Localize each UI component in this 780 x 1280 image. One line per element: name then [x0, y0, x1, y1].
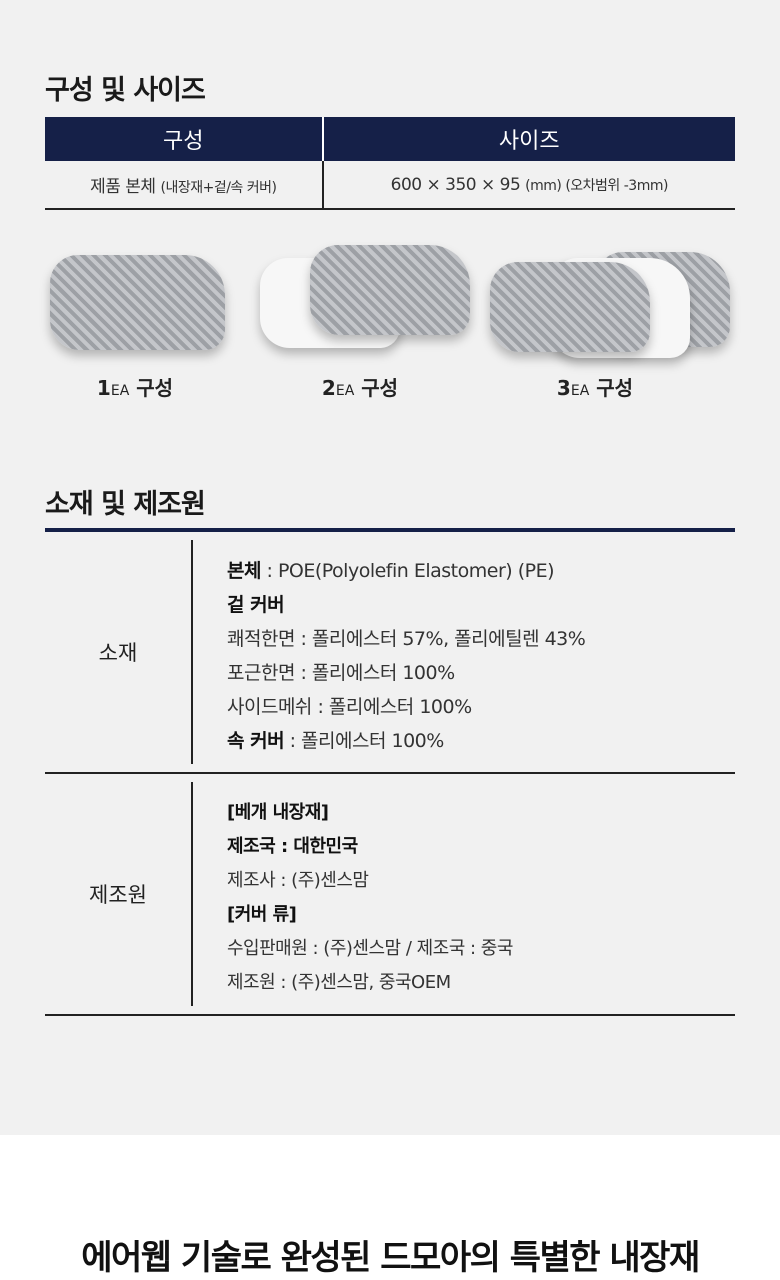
material-row: 소재 본체 : POE(Polyolefin Elastomer) (PE) 겉 … [45, 532, 735, 774]
set-3ea: 3EA 구성 [485, 240, 735, 400]
info-line: [베개 내장재] [227, 796, 513, 830]
header-composition: 구성 [45, 117, 323, 161]
info-line: 수입판매원 : (주)센스맘 / 제조국 : 중국 [227, 932, 513, 966]
material-label: 소재 [45, 540, 193, 764]
info-line: 포근한면 : 폴리에스터 100% [227, 656, 585, 690]
info-line: 속 커버 : 폴리에스터 100% [227, 724, 585, 758]
item-note: (내장재+겉/속 커버) [160, 180, 277, 196]
info-line: 제조국 : 대한민국 [227, 830, 513, 864]
set-num: 2 [321, 376, 336, 400]
set-num: 3 [556, 376, 571, 400]
info-line: 사이드메쉬 : 폴리에스터 100% [227, 690, 585, 724]
info-text: 수입판매원 : (주)센스맘 / 제조국 : 중국 [227, 938, 513, 959]
info-line: 쾌적한면 : 폴리에스터 57%, 폴리에틸렌 43% [227, 622, 586, 656]
slogan: 에어웹 기술로 완성된 드모아의 특별한 내장재 [81, 1238, 700, 1278]
info-text: 제조사 : (주)센스맘 [227, 870, 369, 891]
info-line: 본체 : POE(Polyolefin Elastomer) (PE) [227, 554, 585, 588]
header-size: 사이즈 [321, 117, 735, 161]
set-label: 구성 [361, 376, 399, 400]
info-line: 제조원 : (주)센스맘, 중국OEM [227, 966, 513, 1000]
set-unit: EA [110, 383, 130, 399]
size-cell: 600 × 350 × 95 (mm) (오차범위 -3mm) [321, 161, 735, 210]
maker-label: 제조원 [45, 782, 193, 1006]
pillow-image [490, 262, 650, 352]
pillow-image [310, 245, 470, 335]
info-bold: 겉 커버 [227, 594, 285, 616]
info-line: [커버 류] [227, 898, 513, 932]
set-1ea: 1EA 구성 [45, 240, 275, 400]
pillow-sets: 1EA 구성 2EA 구성 3EA 구성 [45, 240, 735, 400]
info-line: 겉 커버 [227, 588, 585, 622]
spec-section: 구성 및 사이즈 구성 사이즈 제품 본체 (내장재+겉/속 커버) 600 × … [0, 0, 780, 1135]
info-text: : 폴리에스터 100% [284, 730, 445, 752]
composition-title: 구성 및 사이즈 [45, 75, 206, 106]
size-table: 구성 사이즈 제품 본체 (내장재+겉/속 커버) 600 × 350 × 95 … [45, 117, 735, 210]
info-bold: 제조국 : 대한민국 [227, 836, 358, 857]
materials-title: 소재 및 제조원 [45, 489, 206, 520]
info-bold: [커버 류] [227, 904, 297, 925]
info-text: 사이드메쉬 : 폴리에스터 100% [227, 696, 472, 718]
size-note: (mm) (오차범위 -3mm) [525, 177, 668, 194]
set-unit: EA [335, 383, 355, 399]
set-label: 구성 [136, 376, 174, 400]
set-2ea: 2EA 구성 [260, 240, 490, 400]
size-text: 600 × 350 × 95 [390, 174, 521, 195]
materials-table: 소재 본체 : POE(Polyolefin Elastomer) (PE) 겉 … [45, 528, 735, 1016]
info-bold: [베개 내장재] [227, 802, 329, 823]
info-text: 제조원 : (주)센스맘, 중국OEM [227, 972, 451, 993]
info-bold: 속 커버 [227, 730, 285, 752]
item-cell: 제품 본체 (내장재+겉/속 커버) [45, 161, 323, 210]
item-text: 제품 본체 [90, 177, 156, 197]
info-text: : POE(Polyolefin Elastomer) (PE) [260, 560, 555, 582]
info-bold: 본체 [227, 560, 261, 582]
set-unit: EA [570, 383, 590, 399]
info-text: 쾌적한면 : 폴리에스터 57%, 폴리에틸렌 43% [227, 628, 586, 650]
intro-banner: 에어웹 기술로 완성된 드모아의 특별한 내장재 [0, 1135, 780, 1280]
set-num: 1 [96, 376, 111, 400]
info-text: 포근한면 : 폴리에스터 100% [227, 662, 455, 684]
info-line: 제조사 : (주)센스맘 [227, 864, 513, 898]
pillow-image [50, 255, 225, 350]
set-label: 구성 [596, 376, 634, 400]
